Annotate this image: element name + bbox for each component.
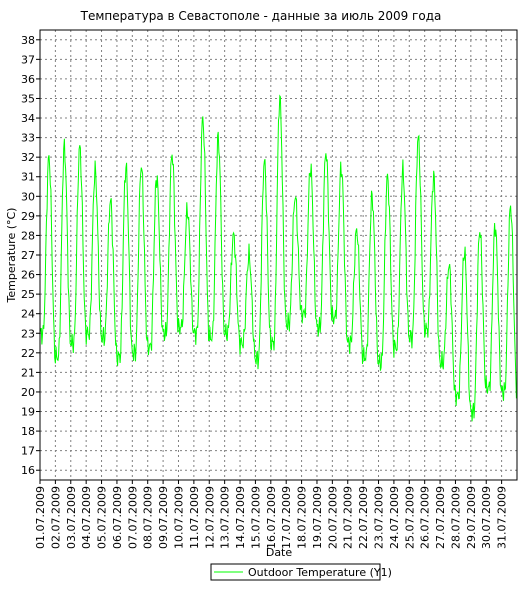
y-tick-label: 28	[21, 229, 35, 242]
legend-label: Outdoor Temperature (Y1)	[248, 566, 392, 579]
y-tick-label: 37	[21, 53, 35, 66]
x-tick-label: 24.07.2009	[388, 486, 401, 549]
y-tick-label: 36	[21, 73, 35, 86]
y-axis-ticks: 16 17 18 19 20 21 22 23 24 25 26 27 28 29 30 31 32 33 34 35…	[21, 34, 40, 477]
y-tick-label: 17	[21, 445, 35, 458]
x-tick-label: 02.07.2009	[49, 486, 62, 549]
x-tick-label: 09.07.2009	[157, 486, 170, 549]
y-tick-label: 18	[21, 425, 35, 438]
y-tick-label: 27	[21, 249, 35, 262]
y-tick-label: 24	[21, 308, 35, 321]
x-tick-label: 19.07.2009	[311, 486, 324, 549]
y-tick-label: 32	[21, 151, 35, 164]
legend-box	[210, 563, 381, 581]
x-tick-label: 22.07.2009	[357, 486, 370, 549]
x-tick-label: 23.07.2009	[373, 486, 386, 549]
y-tick-label: 26	[21, 269, 35, 282]
x-tick-label: 03.07.2009	[65, 486, 78, 549]
x-tick-label: 28.07.2009	[449, 486, 462, 549]
y-tick-label: 20	[21, 386, 35, 399]
x-axis-title: Date	[266, 546, 293, 559]
x-axis-ticks: 01.07.2009 02.07.2009 03.07.2009 04.07.2009…	[34, 480, 509, 549]
x-tick-label: 20.07.2009	[326, 486, 339, 549]
x-tick-label: 25.07.2009	[403, 486, 416, 549]
y-tick-label: 38	[21, 34, 35, 47]
x-tick-label: 11.07.2009	[188, 486, 201, 549]
x-tick-label: 10.07.2009	[172, 486, 185, 549]
series-line-outdoor-temperature	[39, 94, 517, 422]
x-tick-label: 13.07.2009	[219, 486, 232, 549]
y-tick-label: 30	[21, 190, 35, 203]
y-tick-label: 33	[21, 132, 35, 145]
y-axis-title: Temperature (°C)	[5, 208, 18, 304]
legend: Outdoor Temperature (Y1)	[210, 563, 392, 581]
x-tick-label: 31.07.2009	[496, 486, 509, 549]
series-layer	[39, 94, 517, 422]
x-tick-label: 12.07.2009	[203, 486, 216, 549]
x-tick-label: 18.07.2009	[296, 486, 309, 549]
y-tick-label: 31	[21, 171, 35, 184]
y-tick-label: 16	[21, 464, 35, 477]
x-tick-label: 26.07.2009	[419, 486, 432, 549]
x-tick-label: 16.07.2009	[265, 486, 278, 549]
y-tick-label: 19	[21, 406, 35, 419]
grid-layer	[39, 30, 517, 480]
x-tick-label: 08.07.2009	[142, 486, 155, 549]
y-tick-label: 21	[21, 366, 35, 379]
y-tick-label: 22	[21, 347, 35, 360]
x-tick-label: 01.07.2009	[34, 486, 47, 549]
x-tick-label: 15.07.2009	[249, 486, 262, 549]
x-tick-label: 27.07.2009	[434, 486, 447, 549]
y-tick-label: 29	[21, 210, 35, 223]
y-tick-label: 34	[21, 112, 35, 125]
x-tick-label: 30.07.2009	[480, 486, 493, 549]
x-tick-label: 14.07.2009	[234, 486, 247, 549]
y-tick-label: 35	[21, 92, 35, 105]
x-tick-label: 07.07.2009	[126, 486, 139, 549]
x-tick-label: 21.07.2009	[342, 486, 355, 549]
x-tick-label: 04.07.2009	[80, 486, 93, 549]
x-tick-label: 17.07.2009	[280, 486, 293, 549]
chart-title: Температура в Севастополе - данные за ию…	[80, 9, 442, 23]
y-tick-label: 23	[21, 327, 35, 340]
x-tick-label: 06.07.2009	[111, 486, 124, 549]
y-tick-label: 25	[21, 288, 35, 301]
x-tick-label: 29.07.2009	[465, 486, 478, 549]
x-tick-label: 05.07.2009	[96, 486, 109, 549]
